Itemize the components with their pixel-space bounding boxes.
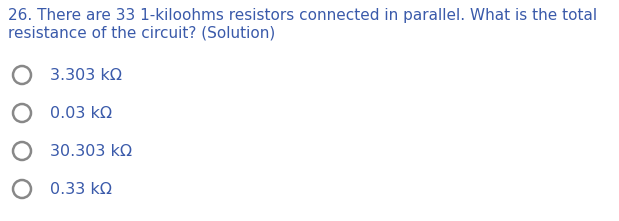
Text: 3.303 kΩ: 3.303 kΩ bbox=[50, 67, 122, 82]
Text: 0.33 kΩ: 0.33 kΩ bbox=[50, 181, 112, 196]
Text: 30.303 kΩ: 30.303 kΩ bbox=[50, 143, 132, 158]
Text: 0.03 kΩ: 0.03 kΩ bbox=[50, 105, 112, 120]
Text: resistance of the circuit? (Solution): resistance of the circuit? (Solution) bbox=[8, 26, 275, 41]
Text: 26. There are 33 1-kiloohms resistors connected in parallel. What is the total: 26. There are 33 1-kiloohms resistors co… bbox=[8, 8, 597, 23]
